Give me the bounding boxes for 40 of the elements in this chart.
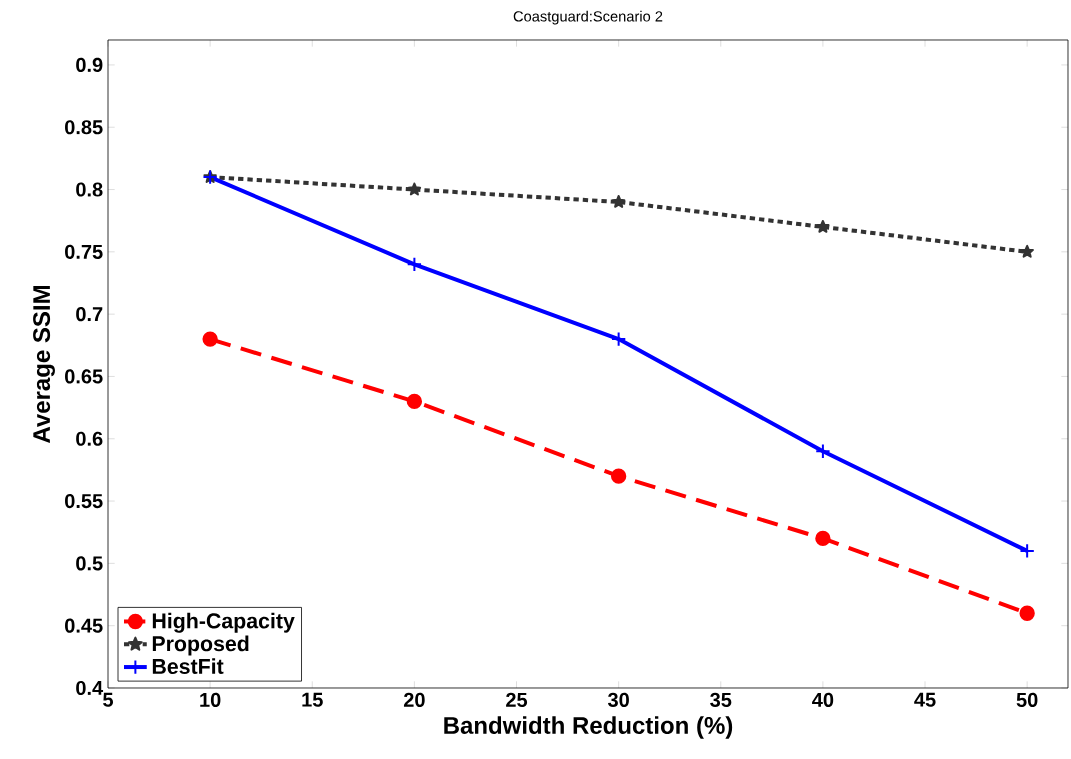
point bbox=[610, 331, 627, 347]
point bbox=[611, 194, 626, 208]
y-tick-label: 0.4 bbox=[76, 680, 104, 696]
y-tick-label: 0.6 bbox=[76, 431, 103, 446]
x-tick-label: 10 bbox=[200, 692, 221, 707]
chart-title: Coastguard:Scenario 2 bbox=[513, 10, 663, 25]
y-axis-title: Average SSIM bbox=[33, 286, 55, 443]
x-tick-label: 40 bbox=[812, 692, 834, 707]
y-tick-label: 0.65 bbox=[65, 369, 103, 384]
y-tick-label: 0.8 bbox=[76, 182, 103, 197]
point bbox=[815, 443, 831, 459]
point bbox=[1020, 244, 1034, 258]
point bbox=[610, 468, 627, 484]
y-tick-label: 0.9 bbox=[76, 57, 103, 72]
point bbox=[815, 530, 831, 547]
y-tick-label: 0.85 bbox=[65, 120, 103, 135]
x-tick-label: 15 bbox=[302, 692, 323, 707]
point bbox=[407, 182, 422, 196]
legend-label: Proposed bbox=[152, 635, 249, 656]
x-tick-label: 50 bbox=[1016, 692, 1038, 707]
y-tick-label: 0.5 bbox=[76, 556, 103, 571]
x-tick-label: 5 bbox=[103, 692, 113, 707]
y-tick-label: 0.75 bbox=[65, 244, 103, 259]
x-tick-label: 25 bbox=[506, 692, 528, 707]
y-tick-label: 0.45 bbox=[65, 618, 103, 633]
point bbox=[406, 393, 423, 410]
x-tick-label: 35 bbox=[710, 692, 732, 708]
x-axis-title: Bandwidth Reduction (%) bbox=[444, 716, 733, 739]
x-tick-label: 20 bbox=[403, 692, 425, 707]
point bbox=[1019, 543, 1035, 559]
y-tick-label: 0.7 bbox=[76, 307, 103, 322]
y-tick-label: 0.55 bbox=[65, 493, 103, 509]
x-tick-label: 30 bbox=[607, 692, 629, 708]
point bbox=[816, 219, 830, 233]
point bbox=[406, 256, 423, 272]
point bbox=[202, 331, 218, 347]
x-tick-label: 45 bbox=[914, 692, 936, 707]
point bbox=[1019, 605, 1035, 621]
legend-label: BestFit bbox=[152, 658, 224, 674]
legend-label: High-Capacity bbox=[152, 612, 295, 633]
